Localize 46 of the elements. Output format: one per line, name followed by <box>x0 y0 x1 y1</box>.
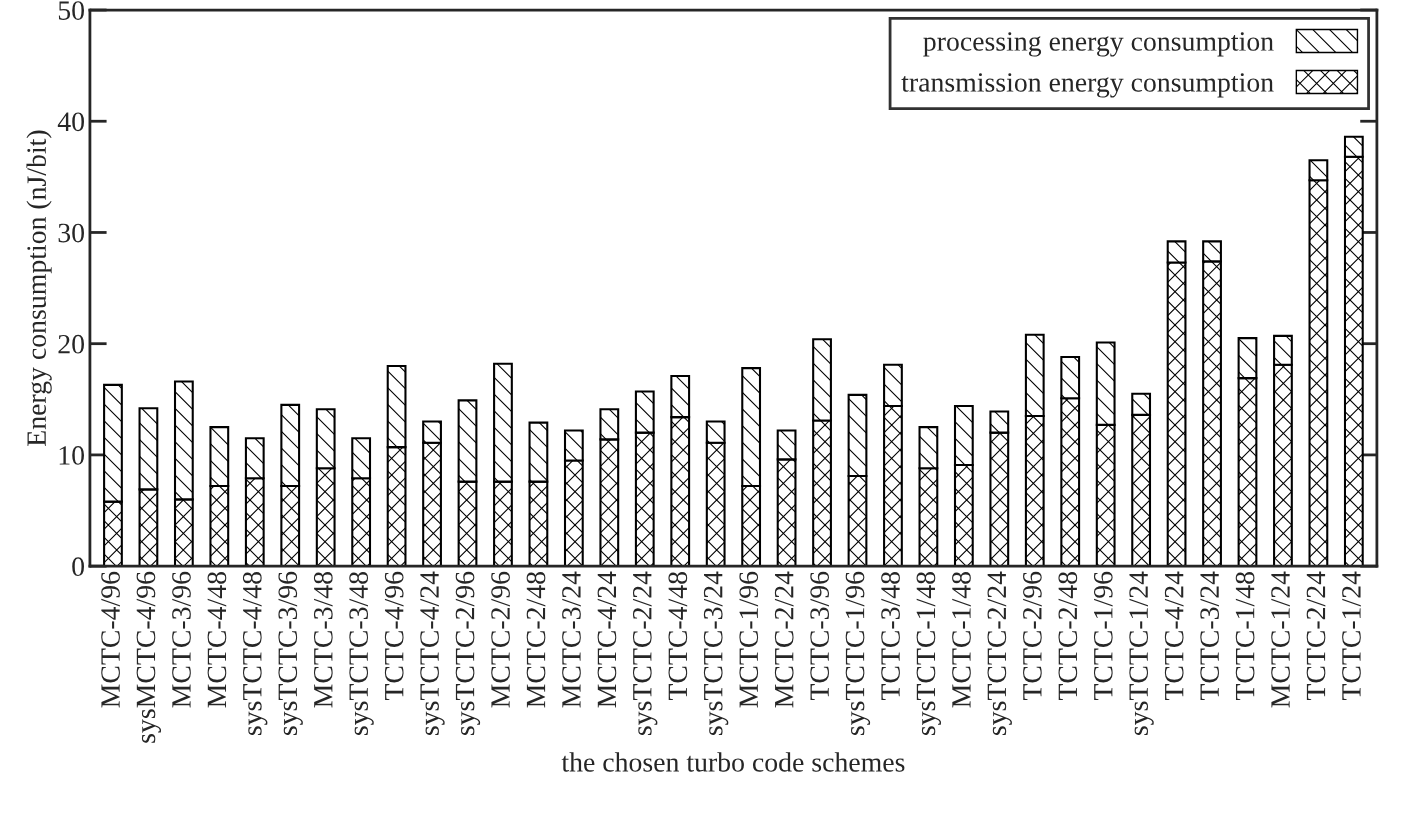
x-tick-label: TCTC-2/96 <box>1023 571 1042 701</box>
y-axis-title: Energy consumption (nJ/bit) <box>26 130 52 446</box>
x-tick-label: MCTC-3/96 <box>172 571 191 708</box>
x-tick-label: TCTC-4/48 <box>668 572 688 701</box>
x-tick-label: MCTC-1/48 <box>952 572 971 708</box>
x-axis-title: the chosen turbo code schemes <box>561 752 905 772</box>
x-tick-label: TCTC-1/24 <box>1342 571 1361 701</box>
legend-label: transmission energy consumption <box>901 73 1274 98</box>
x-tick-label: sysTCTC-1/24 <box>1129 571 1154 735</box>
x-tick-label: TCTC-3/48 <box>881 572 900 701</box>
x-tick-label: sysTCTC-2/24 <box>987 571 1012 735</box>
x-tick-label: TCTC-2/24 <box>1306 571 1326 701</box>
y-tick-label: 10 <box>59 446 84 465</box>
y-tick-label: 0 <box>72 557 84 577</box>
x-tick-label: MCTC-1/96 <box>739 571 759 708</box>
x-tick-label: TCTC-3/24 <box>1200 571 1219 701</box>
x-tick-label: sysTCTC-2/96 <box>455 571 481 735</box>
x-tick-label: TCTC-2/48 <box>1058 572 1078 701</box>
x-tick-label: MCTC-1/24 <box>1271 571 1290 708</box>
y-tick-label: 20 <box>58 334 84 354</box>
y-tick-label: 30 <box>58 223 84 243</box>
x-tick-label: TCTC-1/96 <box>1093 571 1113 701</box>
x-tick-label: MCTC-4/96 <box>101 571 120 708</box>
x-tick-label: TCTC-4/24 <box>1164 571 1184 701</box>
x-tick-label: MCTC-3/24 <box>562 571 581 708</box>
x-tick-label: sysTCTC-3/24 <box>703 571 729 735</box>
x-tick-label: sysMCTC-4/96 <box>136 571 162 743</box>
x-tick-label: sysTCTC-1/48 <box>916 572 941 735</box>
x-tick-label: TCTC-3/96 <box>810 571 829 701</box>
x-tick-label: MCTC-4/48 <box>207 572 227 708</box>
x-tick-label: sysTCTC-3/96 <box>278 571 303 735</box>
x-tick-label: MCTC-3/48 <box>313 572 333 708</box>
x-tick-label: sysTCTC-1/96 <box>845 571 871 735</box>
x-tick-label: MCTC-2/24 <box>774 571 794 708</box>
x-tick-label: MCTC-2/96 <box>491 571 510 708</box>
y-tick-label: 40 <box>57 112 84 132</box>
x-tick-label: MCTC-2/48 <box>526 572 546 708</box>
x-tick-label: sysTCTC-4/24 <box>420 571 445 735</box>
y-tick-label: 50 <box>58 1 84 20</box>
x-tick-label: sysTCTC-2/24 <box>632 571 658 735</box>
x-tick-label: MCTC-4/24 <box>597 571 617 708</box>
x-tick-label: sysTCTC-3/48 <box>349 572 374 735</box>
legend-label: processing energy consumption <box>923 32 1274 57</box>
x-tick-label: TCTC-1/48 <box>1235 572 1255 701</box>
x-tick-label: sysTCTC-4/48 <box>242 572 268 735</box>
x-tick-label: TCTC-4/96 <box>384 571 404 701</box>
